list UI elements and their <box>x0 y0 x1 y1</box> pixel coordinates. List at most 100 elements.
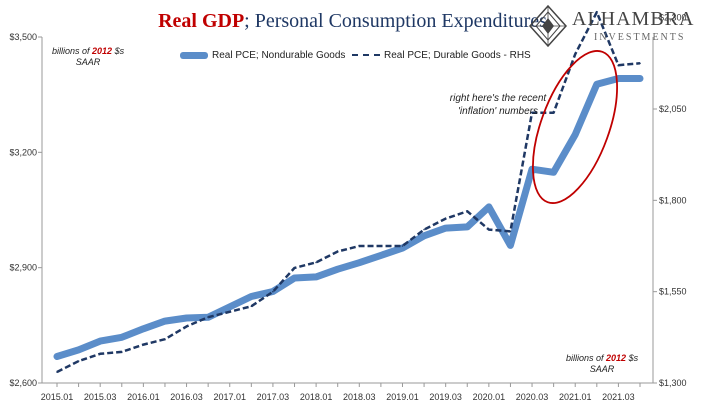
y-left-tick-label: $3,500 <box>9 32 37 42</box>
point-nondurable <box>574 133 577 136</box>
point-nondurable <box>56 355 58 358</box>
point-durable <box>207 316 209 319</box>
point-durable <box>358 245 361 247</box>
point-durable <box>509 230 512 233</box>
brand-logo: ALHAMBRA INVESTMENTS <box>528 4 698 48</box>
inflation-highlight-ellipse <box>532 50 618 204</box>
point-nondurable <box>444 227 447 229</box>
note-right-year: 2012 <box>606 353 627 363</box>
point-durable <box>617 64 620 66</box>
legend-item-nondurable: Real PCE; Nondurable Goods <box>180 50 345 61</box>
y-right-tick-label: $2,300 <box>659 13 687 23</box>
point-nondurable <box>228 306 231 308</box>
note-left-line2: SAAR <box>75 57 101 67</box>
axes: $2,600 $2,900 $3,200 $3,500 $1,300 $1,550 $1,8… <box>9 13 686 402</box>
note-right-prefix: billions of <box>566 353 607 363</box>
point-durable <box>596 11 598 13</box>
y-left-tick-label: $2,600 <box>9 378 37 388</box>
point-nondurable <box>250 295 253 298</box>
point-nondurable <box>120 336 123 339</box>
point-nondurable <box>617 77 620 80</box>
x-tick-label: 2019.03 <box>429 392 462 402</box>
point-nondurable <box>596 83 598 86</box>
point-nondurable <box>380 254 382 257</box>
x-tick-label: 2017.01 <box>213 392 246 402</box>
point-durable <box>56 371 58 373</box>
point-durable <box>401 245 404 247</box>
point-durable <box>77 360 80 362</box>
series-line-durable <box>56 10 641 374</box>
point-durable <box>380 245 382 247</box>
point-durable <box>99 352 101 355</box>
point-durable <box>120 351 123 353</box>
point-nondurable <box>77 349 80 351</box>
point-durable <box>293 267 296 269</box>
note-left-year: 2012 <box>92 46 113 56</box>
point-nondurable <box>99 340 101 342</box>
y-left-tick-label: $3,200 <box>9 147 37 157</box>
point-durable <box>142 343 145 346</box>
point-durable <box>185 325 188 328</box>
legend-swatch-dashed <box>352 54 380 57</box>
title-rest: ; Personal Consumption Expenditures <box>244 10 547 32</box>
x-tick-label: 2015.03 <box>84 392 117 402</box>
legend-item-durable: Real PCE; Durable Goods - RHS <box>352 50 531 61</box>
point-durable <box>250 305 253 308</box>
alhambra-diamond-icon <box>528 4 568 48</box>
point-nondurable <box>401 247 404 249</box>
left-axis-unit-note: billions of 2012 $s SAAR <box>52 46 124 68</box>
note-left-prefix: billions of <box>52 46 93 56</box>
page-title: Real GDP; Personal Consumption Expenditu… <box>0 10 705 33</box>
x-tick-label: 2018.01 <box>300 392 333 402</box>
y-right-tick-label: $1,300 <box>659 378 687 388</box>
chart-series <box>53 10 644 374</box>
point-durable <box>639 62 641 65</box>
point-nondurable <box>466 226 469 228</box>
point-durable <box>444 217 447 220</box>
y-left-tick-label: $2,900 <box>9 263 37 273</box>
legend-label-durable: Real PCE; Durable Goods - RHS <box>384 50 531 61</box>
point-durable <box>531 111 533 114</box>
point-nondurable <box>315 276 317 278</box>
point-nondurable <box>639 77 641 80</box>
note-right-suffix: $s <box>626 353 639 363</box>
point-nondurable <box>509 244 512 247</box>
x-tick-label: 2018.03 <box>343 392 376 402</box>
x-tick-label: 2017.03 <box>257 392 290 402</box>
series-line-nondurable <box>53 75 644 360</box>
annotation-line2: 'inflation' numbers <box>458 106 538 117</box>
x-tick-label: 2021.01 <box>559 392 592 402</box>
point-durable <box>336 250 339 253</box>
point-durable <box>552 111 555 114</box>
note-left-suffix: $s <box>112 46 125 56</box>
point-durable <box>488 228 490 231</box>
right-axis-unit-note: billions of 2012 $s SAAR <box>566 353 638 375</box>
x-tick-label: 2020.01 <box>473 392 506 402</box>
point-nondurable <box>336 268 339 271</box>
annotation-line1: right here's the recent <box>449 93 547 104</box>
note-right-line2: SAAR <box>589 364 615 374</box>
x-tick-label: 2019.01 <box>386 392 419 402</box>
point-nondurable <box>293 277 296 279</box>
point-nondurable <box>185 317 188 319</box>
point-durable <box>574 53 577 55</box>
point-durable <box>423 228 425 231</box>
point-nondurable <box>358 261 361 264</box>
point-nondurable <box>423 234 425 237</box>
title-bold: Real GDP <box>158 10 245 32</box>
point-durable <box>315 261 317 264</box>
legend-label-nondurable: Real PCE; Nondurable Goods <box>212 50 346 61</box>
y-right-tick-label: $1,800 <box>659 195 687 205</box>
legend-swatch-solid <box>180 51 208 59</box>
point-durable <box>272 290 274 293</box>
point-nondurable <box>164 320 166 322</box>
point-durable <box>466 210 469 213</box>
brand-name: ALHAMBRA <box>572 8 695 30</box>
x-tick-label: 2016.03 <box>170 392 203 402</box>
point-nondurable <box>488 206 490 208</box>
x-tick-label: 2020.03 <box>516 392 549 402</box>
point-durable <box>228 310 231 313</box>
brand-sub: INVESTMENTS <box>594 32 686 43</box>
point-nondurable <box>552 171 555 174</box>
